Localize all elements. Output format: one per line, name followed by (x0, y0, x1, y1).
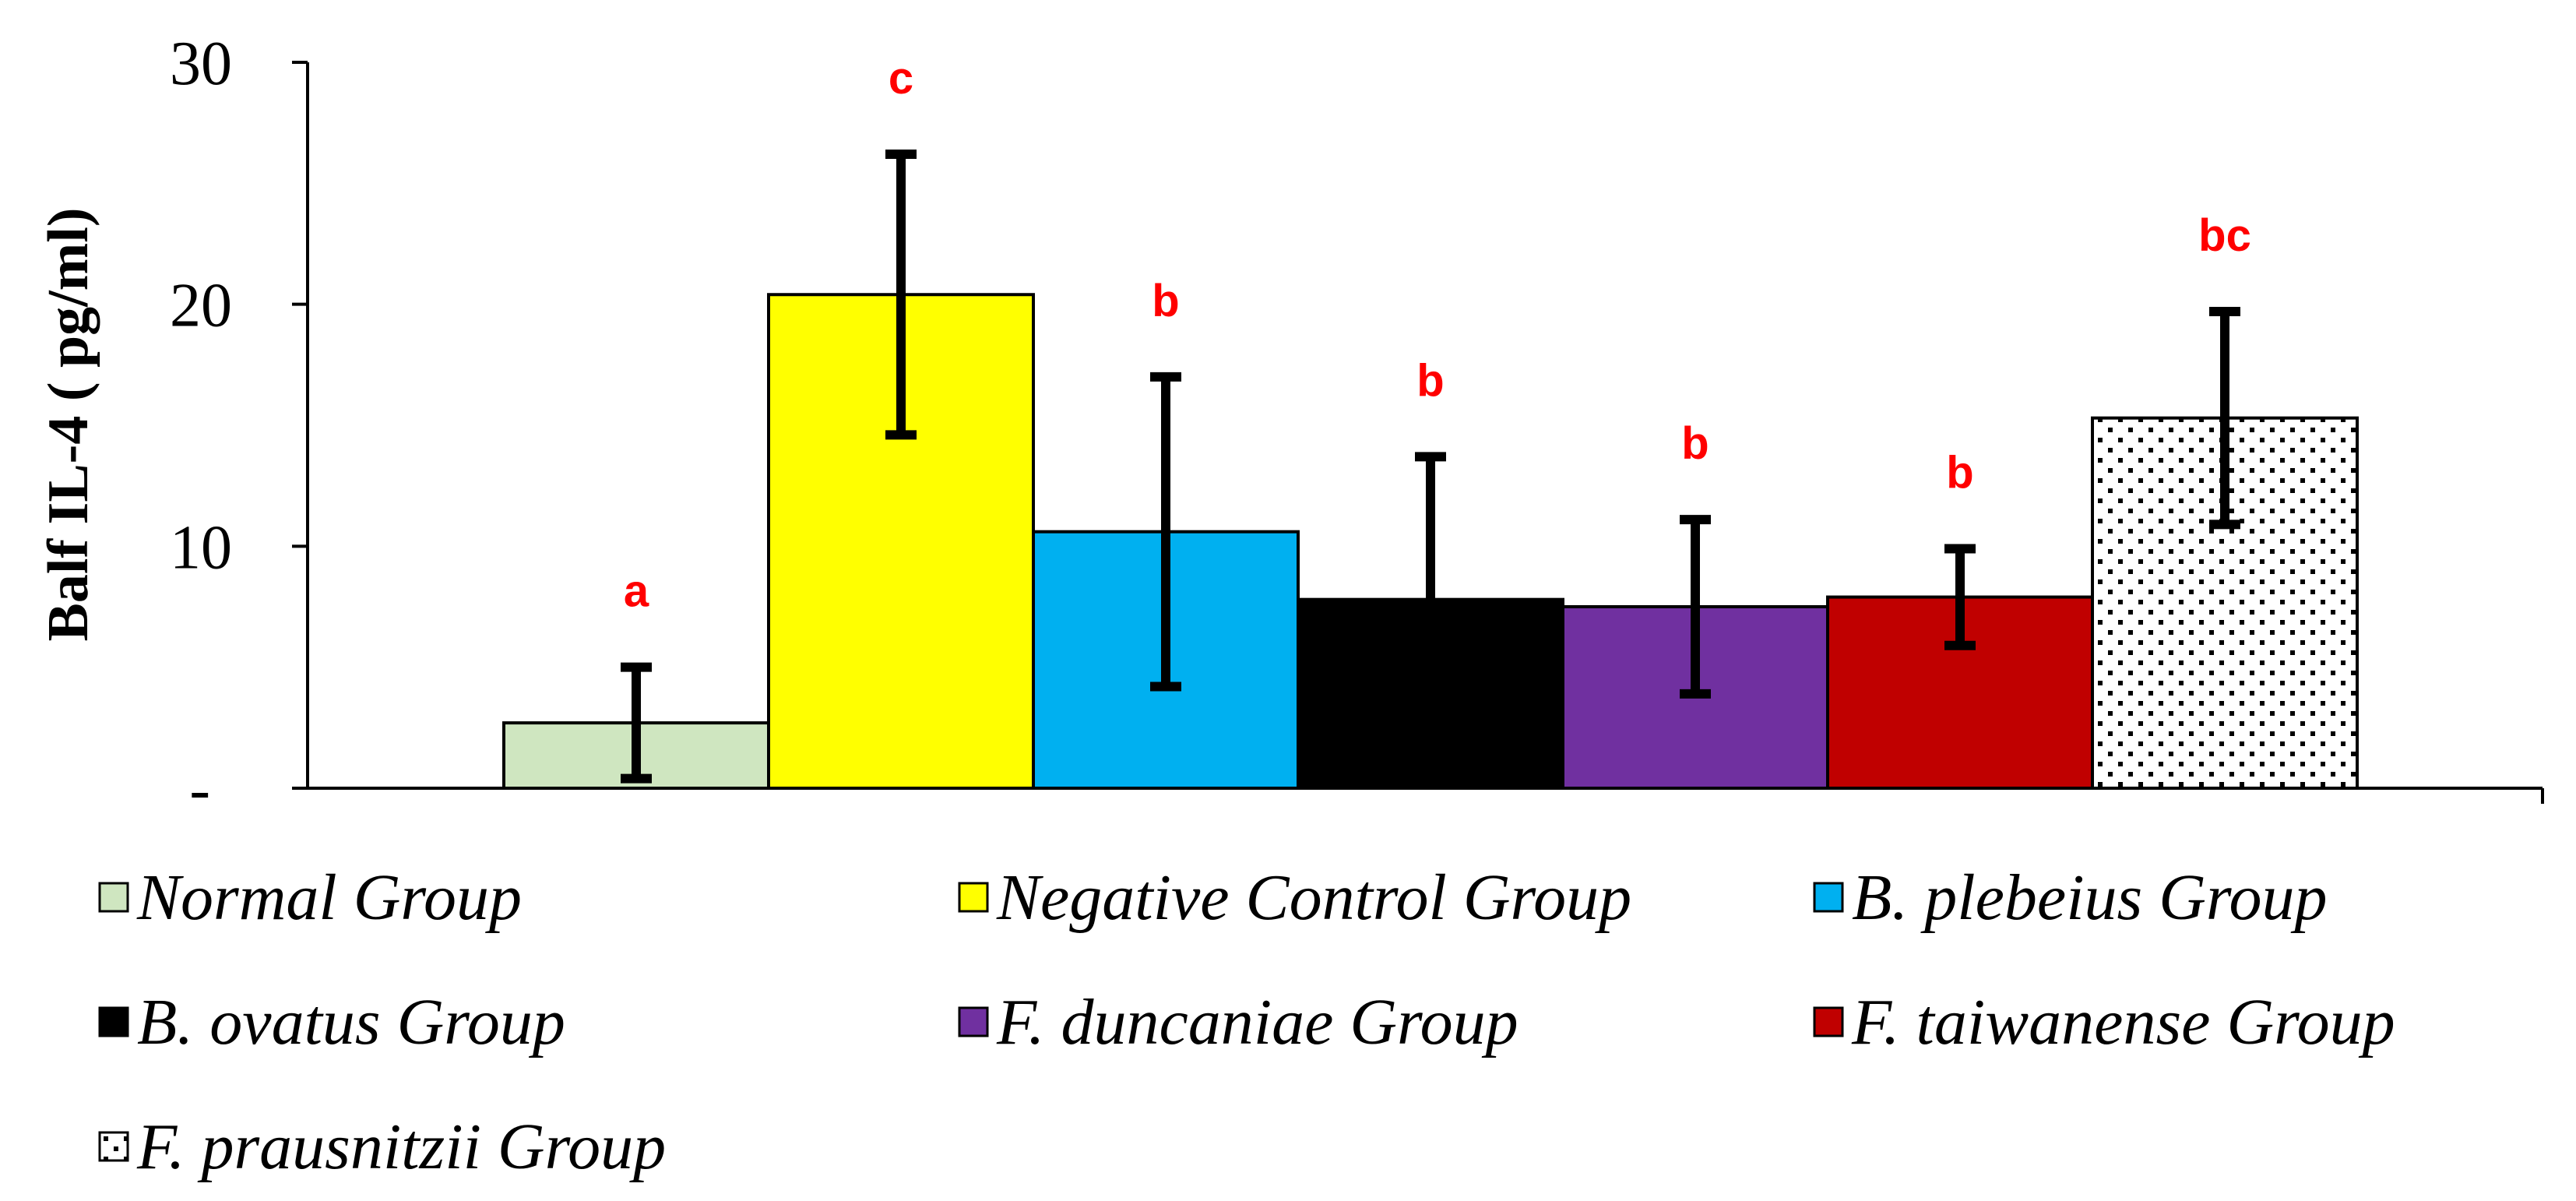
error-bar (1415, 452, 1446, 747)
error-bar (1150, 372, 1181, 692)
legend-item: B. plebeius Group (1813, 861, 2327, 934)
legend-label: Normal Group (136, 861, 522, 934)
legend-label: B. plebeius Group (1852, 861, 2327, 934)
legend-swatch (1813, 1006, 1844, 1037)
significance-labels: a c b b b b bc (624, 53, 2251, 617)
error-bar (1680, 515, 1711, 699)
legend-swatch (958, 1006, 989, 1037)
error-bar (2209, 306, 2240, 530)
y-tick-label: 20 (170, 272, 232, 340)
significance-label: bc (2198, 210, 2251, 261)
legend-swatch (98, 882, 129, 913)
legend-label: F. duncaniae Group (996, 986, 1519, 1058)
significance-label: b (1946, 447, 1973, 498)
legend-item: F. prausnitzii Group (98, 1111, 666, 1183)
significance-label: b (1681, 418, 1709, 469)
legend-item: F. duncaniae Group (958, 986, 1519, 1058)
legend-swatch (1813, 882, 1844, 913)
y-axis-label: Balf IL-4 ( pg/ml) (37, 207, 100, 641)
y-axis: - 10 20 30 (170, 30, 309, 824)
y-tick-label: 10 (170, 513, 232, 582)
significance-label: c (889, 53, 913, 104)
legend-swatch (958, 882, 989, 913)
significance-label: b (1152, 276, 1179, 326)
legend-item: B. ovatus Group (98, 986, 565, 1058)
y-tick-label: - (189, 755, 210, 824)
legend: Normal Group Negative Control Group B. ple… (98, 861, 2395, 1183)
significance-label: a (624, 566, 649, 617)
legend-item: Negative Control Group (958, 861, 1631, 934)
error-bar (1944, 544, 1976, 650)
y-tick-label: 30 (170, 30, 232, 98)
legend-item: F. taiwanense Group (1813, 986, 2395, 1058)
x-axis (308, 787, 2544, 804)
legend-label: Negative Control Group (996, 861, 1631, 934)
legend-item: Normal Group (98, 861, 522, 934)
error-bar (621, 662, 652, 784)
significance-label: b (1416, 355, 1444, 406)
legend-label: B. ovatus Group (137, 986, 565, 1058)
error-bar (885, 150, 917, 440)
legend-swatch (98, 1131, 129, 1162)
bars (502, 293, 2359, 791)
error-bars (621, 150, 2240, 784)
legend-label: F. taiwanense Group (1851, 986, 2395, 1058)
legend-label: F. prausnitzii Group (136, 1111, 666, 1183)
legend-swatch (98, 1006, 129, 1037)
